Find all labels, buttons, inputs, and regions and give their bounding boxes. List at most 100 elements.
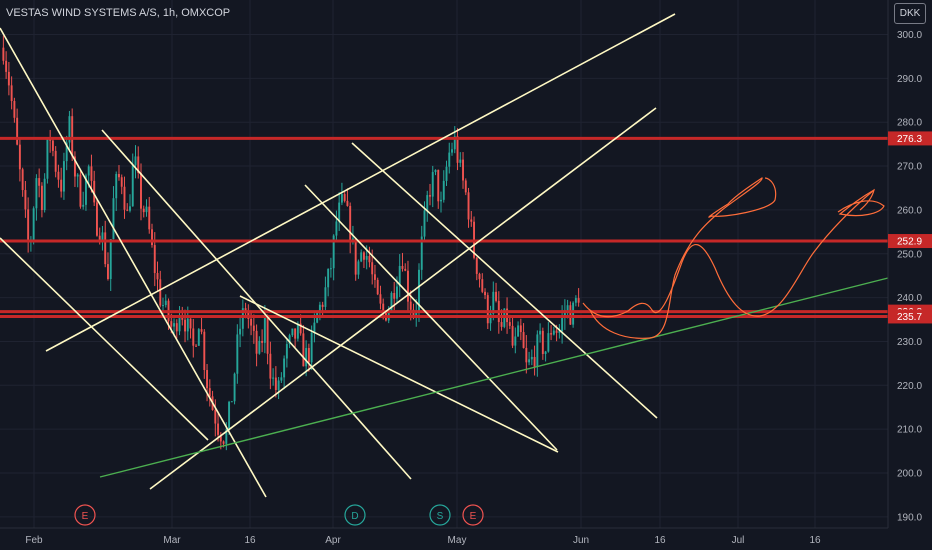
candle bbox=[197, 329, 200, 346]
candle bbox=[318, 304, 321, 313]
candle bbox=[51, 140, 54, 151]
price-label-box bbox=[888, 131, 932, 146]
candle bbox=[60, 179, 63, 192]
candle bbox=[393, 292, 396, 299]
y-tick-label: 230.0 bbox=[897, 337, 922, 348]
candle bbox=[407, 270, 409, 302]
candle bbox=[511, 325, 514, 346]
y-tick-label: 190.0 bbox=[897, 512, 922, 523]
candle bbox=[536, 334, 539, 367]
candle bbox=[148, 206, 151, 230]
candle bbox=[208, 388, 211, 397]
candle bbox=[236, 334, 239, 374]
candle bbox=[123, 186, 126, 210]
candle bbox=[470, 219, 473, 222]
price-level-label: 252.9 bbox=[897, 237, 922, 248]
candle bbox=[38, 178, 41, 186]
candle bbox=[437, 169, 440, 202]
candle bbox=[258, 340, 261, 354]
candle bbox=[79, 174, 82, 207]
candle bbox=[184, 319, 186, 332]
candle bbox=[82, 204, 85, 207]
candle bbox=[115, 173, 118, 199]
candle bbox=[252, 325, 255, 331]
x-tick-label: 16 bbox=[809, 535, 821, 546]
candle bbox=[129, 206, 131, 211]
candle bbox=[517, 325, 520, 337]
candle bbox=[467, 192, 470, 220]
candle bbox=[519, 325, 522, 333]
candle bbox=[118, 173, 120, 178]
candle bbox=[65, 142, 68, 162]
candle bbox=[93, 180, 96, 203]
candle bbox=[195, 345, 198, 347]
candle bbox=[192, 328, 195, 346]
candle bbox=[131, 165, 134, 207]
candle bbox=[140, 173, 142, 209]
candle bbox=[18, 144, 21, 170]
candle bbox=[451, 149, 453, 153]
candle bbox=[357, 261, 360, 275]
candle bbox=[84, 175, 87, 205]
candle bbox=[175, 323, 178, 332]
price-label-box bbox=[888, 234, 932, 249]
candle bbox=[76, 174, 79, 177]
candle bbox=[219, 434, 222, 442]
trend-line bbox=[0, 237, 209, 441]
currency-button[interactable]: DKK bbox=[894, 3, 926, 24]
candle bbox=[296, 323, 299, 339]
candle bbox=[57, 171, 60, 180]
candle bbox=[563, 310, 566, 317]
event-marker bbox=[74, 504, 96, 526]
candle bbox=[448, 152, 451, 167]
candle bbox=[280, 377, 283, 381]
candle bbox=[310, 332, 313, 363]
event-label: S bbox=[437, 511, 444, 522]
candle bbox=[365, 255, 368, 260]
candle bbox=[481, 279, 484, 292]
candle bbox=[338, 202, 341, 222]
candle bbox=[170, 321, 173, 327]
candle bbox=[495, 291, 498, 301]
candle bbox=[574, 298, 577, 303]
candle bbox=[164, 300, 167, 306]
candle bbox=[68, 116, 71, 143]
candle bbox=[426, 195, 429, 211]
candle bbox=[464, 180, 467, 193]
candle bbox=[40, 185, 43, 210]
y-tick-label: 270.0 bbox=[897, 162, 922, 173]
candle bbox=[104, 232, 107, 265]
candle bbox=[445, 166, 448, 181]
candle bbox=[307, 348, 310, 363]
candle bbox=[73, 156, 76, 177]
candle bbox=[462, 159, 464, 181]
y-tick-label: 240.0 bbox=[897, 293, 922, 304]
candle bbox=[396, 286, 398, 299]
event-marker bbox=[429, 504, 451, 526]
candle bbox=[533, 356, 536, 367]
candle bbox=[525, 347, 528, 363]
candle bbox=[429, 195, 431, 197]
candle bbox=[371, 262, 374, 275]
chart-title: VESTAS WIND SYSTEMS A/S, 1h, OMXCOP bbox=[6, 7, 231, 19]
candle bbox=[486, 295, 489, 324]
candle bbox=[379, 294, 382, 304]
candle bbox=[222, 441, 225, 444]
candle bbox=[263, 317, 266, 343]
candle bbox=[522, 332, 525, 348]
candle bbox=[382, 303, 385, 314]
y-tick-label: 290.0 bbox=[897, 74, 922, 85]
candle bbox=[98, 235, 101, 242]
candle bbox=[285, 344, 288, 359]
candle bbox=[291, 328, 294, 336]
candle bbox=[434, 169, 437, 173]
candle bbox=[261, 340, 264, 343]
candle bbox=[547, 333, 550, 352]
candle bbox=[159, 279, 162, 306]
candle bbox=[101, 232, 104, 242]
candle bbox=[550, 333, 553, 335]
candle bbox=[398, 266, 401, 287]
